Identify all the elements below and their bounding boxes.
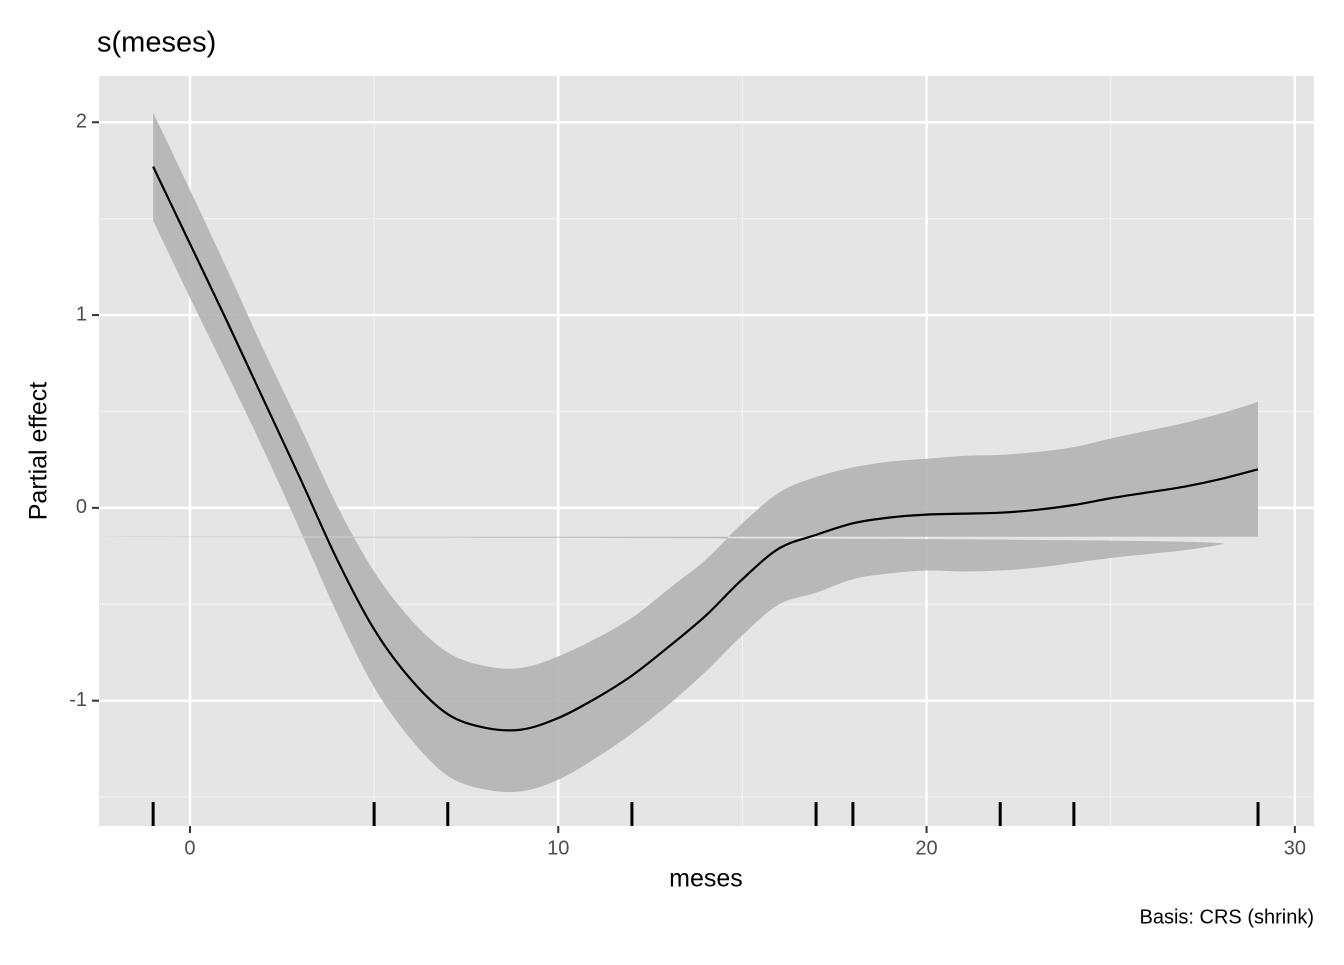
y-tick-label: 1	[76, 303, 87, 325]
chart-title: s(meses)	[97, 27, 216, 59]
x-tick-label: 30	[1284, 837, 1306, 859]
y-tick-label: -1	[69, 689, 87, 711]
estimate-line	[152, 166, 1259, 732]
x-axis-label: meses	[669, 865, 743, 893]
y-tick-label: 0	[76, 496, 87, 518]
y-tick-label: 2	[76, 111, 87, 133]
y-axis-label: Partial effect	[25, 382, 53, 521]
confidence-band	[0, 112, 1259, 793]
x-tick-label: 0	[184, 837, 195, 859]
x-tick-label: 20	[915, 837, 937, 859]
x-tick-label: 10	[547, 837, 569, 859]
caption: Basis: CRS (shrink)	[1140, 906, 1314, 928]
